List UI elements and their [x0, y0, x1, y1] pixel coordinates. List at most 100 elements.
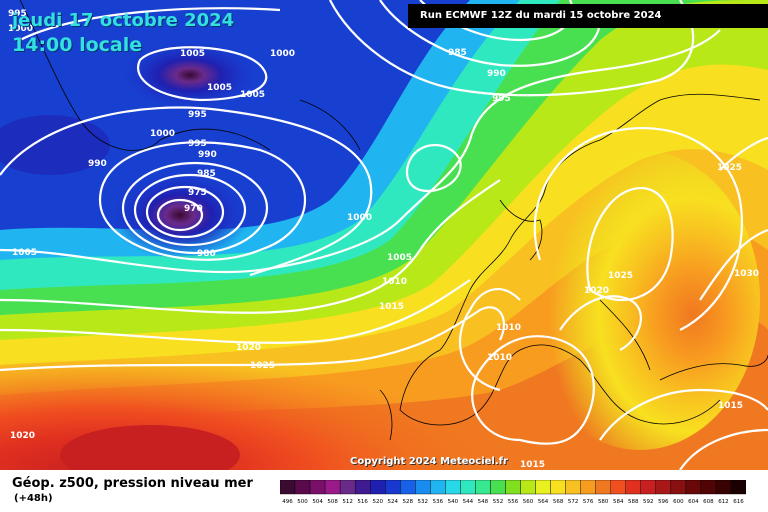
color-scale-swatch [655, 480, 672, 495]
isobar-label: 1025 [250, 361, 275, 371]
color-scale-swatch [610, 480, 626, 495]
color-scale-label: 512 [342, 499, 353, 505]
color-scale-swatch [445, 480, 461, 495]
isobar-label: 995 [188, 110, 207, 120]
color-scale-swatch [475, 480, 491, 495]
color-scale-label: 532 [418, 499, 429, 505]
isobar-label: 970 [184, 204, 203, 214]
color-scale-swatch [505, 480, 521, 495]
color-scale-label: 568 [553, 499, 564, 505]
product-title: Géop. z500, pression niveau mer [12, 476, 253, 491]
isobar-label: 1015 [718, 401, 743, 411]
color-scale-swatch [430, 480, 446, 495]
isobar-label: 1010 [487, 353, 512, 363]
color-scale-swatch [535, 480, 551, 495]
isobar-label: 1010 [496, 323, 521, 333]
color-scale-swatch [595, 480, 611, 495]
color-scale-label: 596 [658, 499, 669, 505]
isobar-label: 995 [188, 139, 207, 149]
isobar-label: 1000 [8, 24, 33, 34]
isobar-label: 1020 [10, 431, 35, 441]
color-scale-label: 524 [387, 499, 398, 505]
color-scale-label: 520 [372, 499, 383, 505]
coastlines [19, 0, 768, 441]
isobar-label: 1005 [207, 83, 232, 93]
color-scale-swatch [280, 480, 296, 495]
color-scale: 496 500 504 508 512 516 520 524 528 532 536 540 544 5… [280, 480, 746, 505]
color-scale-swatch [385, 480, 401, 495]
isobar-label: 995 [492, 94, 511, 104]
color-scale-swatch [550, 480, 566, 495]
color-scale-swatch [625, 480, 641, 495]
isobar-label: 1005 [240, 90, 265, 100]
isobar-label: 1025 [717, 163, 742, 173]
color-scale-swatch [670, 480, 687, 495]
isobar-label: 975 [188, 188, 207, 198]
z500-deep-red-core [60, 425, 240, 470]
color-scale-label: 548 [478, 499, 489, 505]
color-scale-label: 584 [613, 499, 624, 505]
color-scale-label: 560 [523, 499, 534, 505]
color-scale-swatch [324, 480, 341, 495]
isobar-label: 980 [197, 249, 216, 259]
forecast-time-title: 14:00 locale [12, 34, 143, 56]
isobar-label: 1025 [608, 271, 633, 281]
color-scale-swatch [520, 480, 536, 495]
isobar-label: 1020 [584, 286, 609, 296]
color-scale-swatch [580, 480, 596, 495]
color-scale-swatch [700, 480, 717, 495]
color-scale-label: 516 [357, 499, 368, 505]
isobar-label: 985 [197, 169, 216, 179]
color-scale-swatch [309, 480, 326, 495]
color-scale-label: 604 [688, 499, 699, 505]
color-scale-swatch [685, 480, 702, 495]
color-scale-label: 576 [583, 499, 594, 505]
isobar-label: 1000 [270, 49, 295, 59]
color-scale-swatch [369, 480, 386, 495]
color-scale-label: 556 [508, 499, 519, 505]
isobar-label: 1015 [379, 302, 404, 312]
color-scale-label: 508 [327, 499, 338, 505]
isobar-label: 1030 [734, 269, 759, 279]
color-scale-label: 552 [493, 499, 504, 505]
color-scale-swatch [565, 480, 581, 495]
color-scale-swatch [339, 480, 356, 495]
isobar-label: 990 [487, 69, 506, 79]
z500-low-greenland [120, 40, 260, 110]
color-scale-label: 500 [297, 499, 308, 505]
isobar-label: 1015 [520, 460, 545, 470]
z500-low-west [0, 115, 110, 175]
isobar-label: 990 [88, 159, 107, 169]
color-scale-label: 504 [312, 499, 323, 505]
color-scale-swatch [640, 480, 657, 495]
isobar-label: 1020 [236, 343, 261, 353]
color-scale-label: 540 [448, 499, 459, 505]
isobar-label: 1000 [347, 213, 372, 223]
isobar-label: 1005 [12, 248, 37, 258]
isobars [0, 0, 768, 470]
color-scale-label: 600 [673, 499, 684, 505]
color-scale-swatch [490, 480, 506, 495]
color-scale-label: 616 [733, 499, 744, 505]
isobar-label: 995 [8, 9, 27, 19]
z500-ridge-europe [520, 150, 760, 450]
isobar-label: 1010 [382, 277, 407, 287]
model-run-label: Run ECMWF 12Z du mardi 15 octobre 2024 [408, 4, 768, 28]
isobar-label: 1000 [150, 129, 175, 139]
color-scale-label: 496 [282, 499, 293, 505]
color-scale-label: 580 [598, 499, 609, 505]
color-scale-label: 588 [628, 499, 639, 505]
isobar-label: 985 [448, 48, 467, 58]
color-scale-label: 612 [718, 499, 729, 505]
copyright-text: Copyright 2024 Meteociel.fr [350, 456, 508, 467]
color-scale-label: 608 [703, 499, 714, 505]
isobar-label: 1005 [180, 49, 205, 59]
lead-time: (+48h) [14, 493, 53, 504]
color-scale-swatch [415, 480, 431, 495]
color-scale-label: 528 [403, 499, 414, 505]
forecast-date-title: jeudi 17 octobre 2024 [12, 10, 235, 31]
isobar-label: 990 [198, 150, 217, 160]
isobar-label: 1005 [387, 253, 412, 263]
color-scale-swatch [730, 480, 746, 495]
color-scale-label: 564 [538, 499, 549, 505]
